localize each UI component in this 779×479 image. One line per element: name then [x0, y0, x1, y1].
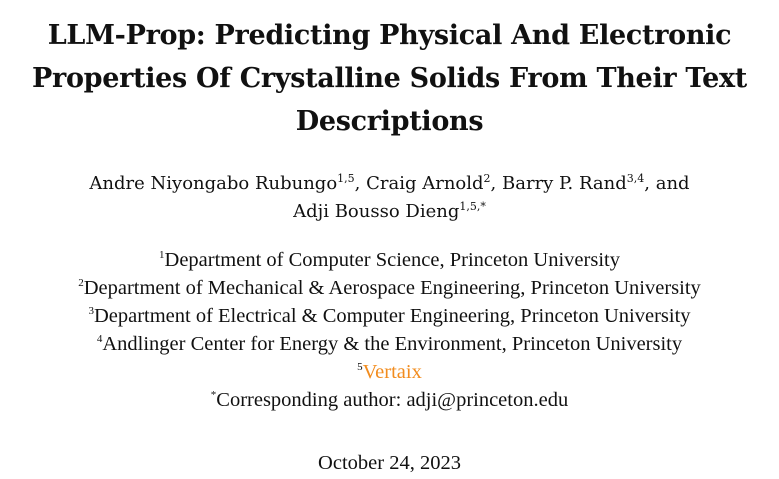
author-separator: , [354, 173, 367, 194]
corresponding-author: *Corresponding author: adji@princeton.ed… [0, 386, 779, 414]
author-affiliation-marker: 3,4 [626, 172, 645, 185]
author-separator: , and [644, 173, 690, 194]
vertaix-link[interactable]: Vertaix [362, 361, 422, 383]
affiliation-text: Andlinger Center for Energy & the Enviro… [102, 333, 683, 355]
affiliation-text: Department of Computer Science, Princeto… [164, 249, 620, 271]
author-affiliation-marker: 2 [483, 172, 491, 185]
author-name: Barry P. Rand [502, 173, 627, 194]
author-affiliation-marker: 1,5 [337, 172, 355, 185]
affiliation-text: Department of Electrical & Computer Engi… [93, 305, 691, 327]
title-line-2: Properties Of Crystalline Solids From Th… [32, 63, 747, 94]
author-name: Andre Niyongabo Rubungo [89, 173, 338, 194]
corresponding-author-text: Corresponding author: adji@princeton.edu [216, 389, 569, 411]
affiliation-text: Department of Mechanical & Aerospace Eng… [83, 277, 701, 299]
author-name: Craig Arnold [366, 173, 484, 194]
author-name: Adji Bousso Dieng [293, 201, 460, 222]
affiliation-item: 4Andlinger Center for Energy & the Envir… [0, 330, 779, 358]
affiliation-marker: 2 [78, 277, 84, 290]
affiliation-marker: 1 [159, 249, 165, 262]
author-separator: , [490, 173, 502, 194]
title-line-1: LLM-Prop: Predicting Physical And Electr… [47, 20, 732, 51]
affiliation-marker: 5 [357, 361, 363, 374]
affiliation-item: 2Department of Mechanical & Aerospace En… [0, 274, 779, 302]
affiliation-marker: 3 [88, 305, 94, 318]
publication-date: October 24, 2023 [318, 452, 461, 474]
affiliation-item: 1Department of Computer Science, Princet… [0, 246, 779, 274]
title-line-3: Descriptions [295, 106, 484, 137]
author-line-1: Andre Niyongabo Rubungo1,5, Craig Arnold… [0, 170, 779, 198]
affiliation-item: 5Vertaix [0, 358, 779, 386]
affiliation-item: 3Department of Electrical & Computer Eng… [0, 302, 779, 330]
paper-title: LLM-Prop: Predicting Physical And Electr… [0, 14, 779, 143]
affiliation-list: 1Department of Computer Science, Princet… [0, 246, 779, 414]
author-list: Andre Niyongabo Rubungo1,5, Craig Arnold… [0, 170, 779, 226]
author-affiliation-marker: 1,5,* [459, 200, 486, 213]
author-line-2: Adji Bousso Dieng1,5,* [0, 198, 779, 226]
affiliation-marker: 4 [96, 333, 103, 346]
affiliation-marker: * [210, 389, 217, 402]
